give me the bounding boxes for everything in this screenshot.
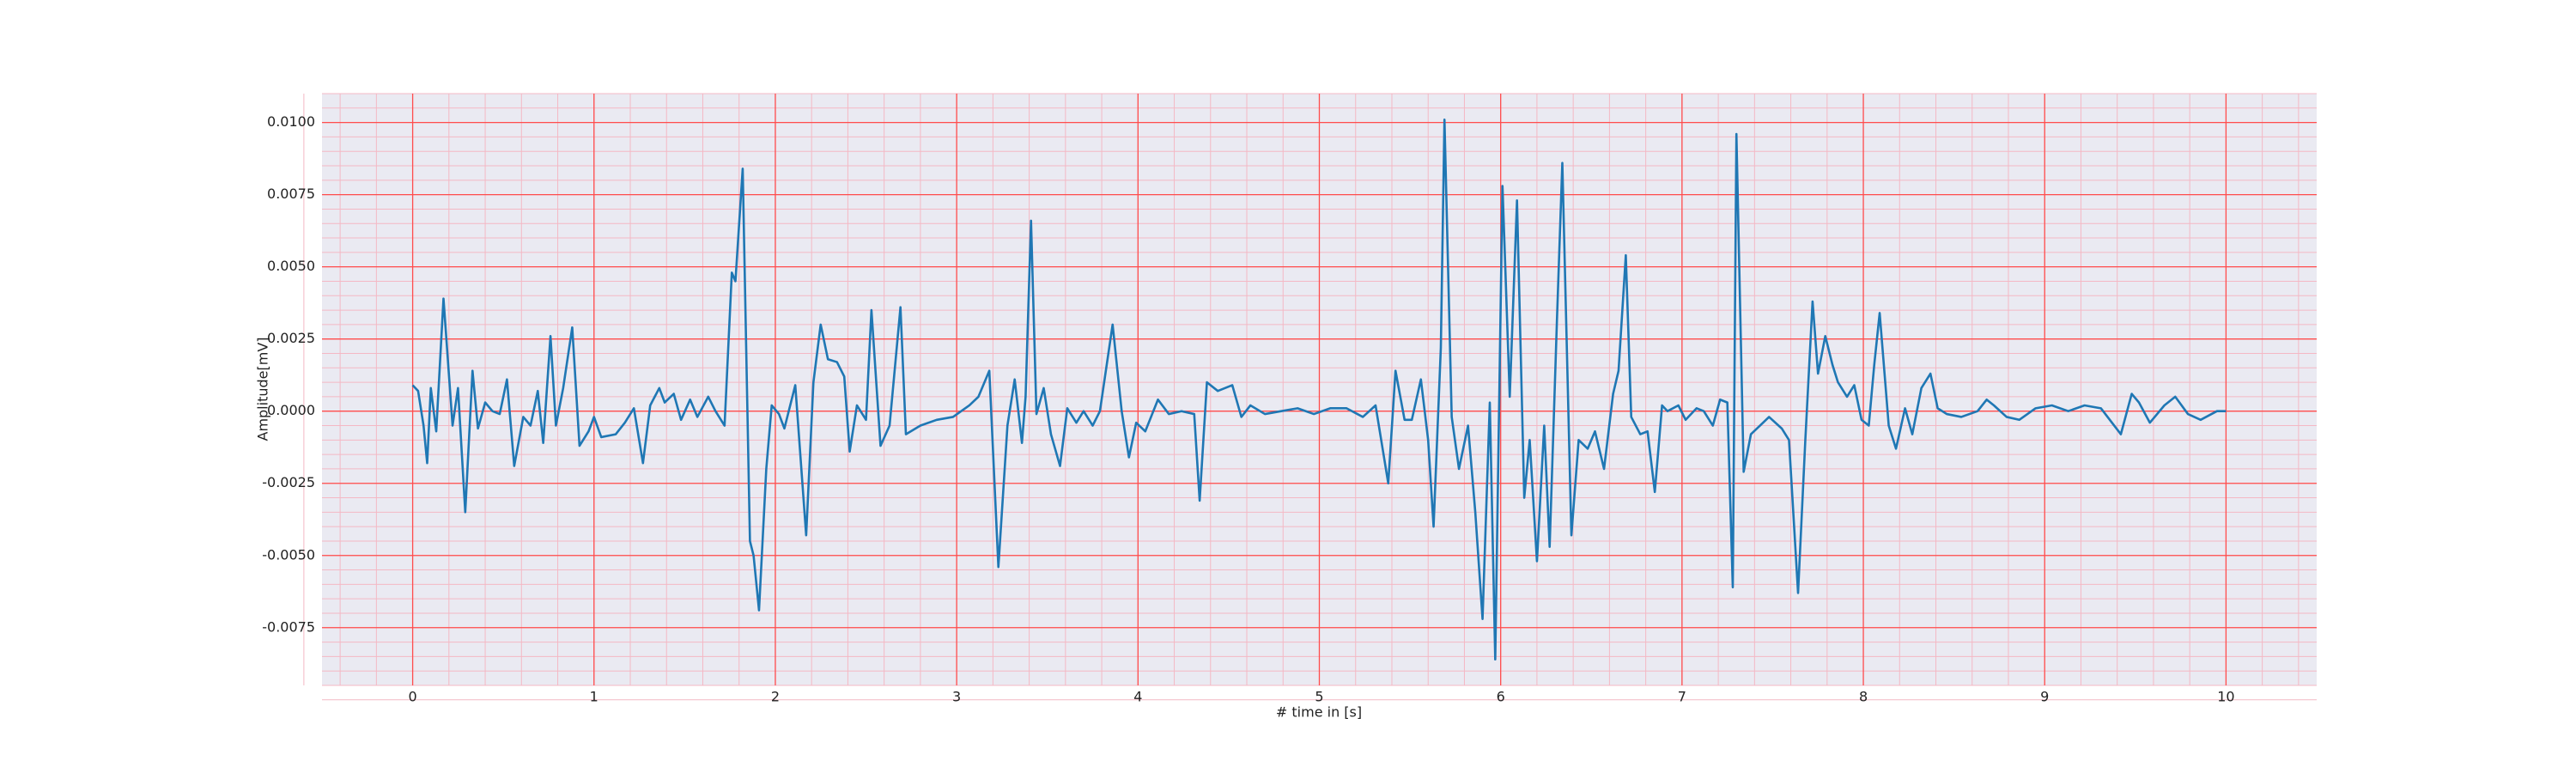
x-tick-label: 5 xyxy=(1315,689,1323,705)
x-tick-label: 10 xyxy=(2217,689,2234,705)
x-tick-label: 1 xyxy=(590,689,598,705)
x-tick-label: 6 xyxy=(1497,689,1505,705)
x-tick-label: 0 xyxy=(408,689,416,705)
x-tick-label: 2 xyxy=(771,689,780,705)
y-tick-label: 0.0000 xyxy=(267,402,315,418)
x-axis-label: # time in [s] xyxy=(1276,704,1362,721)
y-tick-label: 0.0050 xyxy=(267,258,315,274)
y-tick-label: -0.0075 xyxy=(262,618,315,635)
signal-line xyxy=(411,118,2227,661)
y-axis-label: Amplitude[mV] xyxy=(255,337,271,441)
y-tick-label: -0.0050 xyxy=(262,546,315,563)
x-tick-label: 4 xyxy=(1133,689,1142,705)
y-tick-label: 0.0075 xyxy=(267,186,315,202)
grid xyxy=(303,93,2317,701)
x-tick-label: 7 xyxy=(1678,689,1686,705)
y-tick-label: -0.0025 xyxy=(262,474,315,490)
x-tick-label: 3 xyxy=(952,689,961,705)
y-tick-label: 0.0100 xyxy=(267,113,315,130)
y-tick-label: 0.0025 xyxy=(267,330,315,346)
x-tick-label: 8 xyxy=(1859,689,1868,705)
x-tick-label: 9 xyxy=(2040,689,2049,705)
